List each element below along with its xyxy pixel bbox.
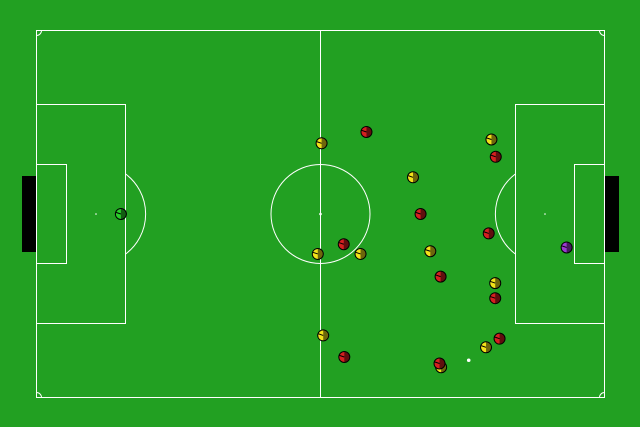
center-spot (319, 212, 322, 216)
player-yellow-5 (311, 247, 324, 260)
player-red-20 (338, 351, 351, 364)
player-facing-marker (439, 357, 446, 369)
player-direction-line (490, 296, 496, 299)
player-facing-marker (495, 277, 501, 289)
player-yellow-3 (407, 171, 420, 184)
player-direction-line (115, 211, 122, 215)
player-facing-marker (495, 292, 501, 304)
player-red-21 (433, 357, 446, 370)
player-facing-marker (317, 248, 324, 260)
player-direction-line (486, 137, 492, 140)
player-facing-marker (566, 241, 573, 253)
player-direction-line (361, 129, 367, 133)
player-facing-marker (420, 208, 427, 220)
left-penalty-arc (125, 173, 147, 255)
player-red-19 (493, 332, 506, 345)
left-penalty-spot (95, 213, 97, 215)
left-goal (22, 176, 36, 252)
player-direction-line (407, 175, 414, 178)
player-red-18 (489, 292, 502, 305)
player-facing-marker (488, 227, 495, 239)
player-facing-marker (495, 151, 502, 163)
player-facing-marker (344, 351, 350, 363)
corner-arc-top-right (599, 30, 605, 36)
player-facing-marker (491, 134, 497, 146)
player-facing-marker (321, 137, 328, 149)
player-yellow-10 (480, 341, 493, 354)
right-penalty-spot (544, 213, 546, 215)
player-left-goalie-1 (114, 208, 127, 220)
player-yellow-4 (485, 133, 498, 146)
player-direction-line (355, 251, 361, 255)
player-direction-line (316, 141, 322, 144)
corner-arc-bottom-left (36, 392, 42, 398)
player-direction-line (425, 249, 431, 252)
right-goal (605, 176, 619, 252)
player-direction-line (415, 211, 421, 215)
center-circle (270, 164, 371, 264)
player-direction-line (490, 154, 496, 158)
player-facing-marker (440, 271, 447, 283)
player-direction-line (312, 251, 318, 255)
ball-layer (466, 358, 471, 363)
player-red-15 (482, 227, 495, 240)
player-direction-line (483, 231, 489, 234)
player-direction-line (480, 345, 487, 348)
right-goal-area (574, 164, 605, 264)
player-red-16 (337, 238, 350, 251)
player-red-13 (489, 150, 502, 163)
player-direction-line (338, 242, 344, 245)
player-yellow-6 (354, 247, 367, 260)
player-yellow-8 (489, 277, 502, 290)
player-facing-marker (413, 171, 419, 183)
player-facing-marker (343, 238, 350, 250)
player-direction-line (434, 361, 440, 364)
player-right-goalie-22 (560, 241, 573, 254)
player-direction-line (494, 336, 500, 340)
players-layer (114, 125, 573, 374)
player-facing-marker (360, 248, 367, 260)
player-facing-marker (499, 333, 506, 345)
player-direction-line (561, 245, 567, 248)
corner-arc-top-left (36, 30, 42, 36)
player-direction-line (318, 333, 324, 336)
player-red-17 (434, 270, 447, 283)
player-yellow-7 (424, 245, 437, 258)
player-red-14 (414, 208, 427, 220)
right-penalty-arc (494, 173, 516, 255)
player-yellow-2 (315, 137, 328, 150)
player-direction-line (339, 354, 345, 358)
player-red-12 (360, 125, 373, 138)
corner-arc-bottom-right (599, 392, 605, 398)
ball (466, 358, 471, 363)
left-goal-area (36, 164, 67, 264)
player-direction-line (435, 274, 441, 278)
player-facing-marker (486, 341, 492, 353)
player-direction-line (490, 280, 496, 284)
player-facing-marker (366, 126, 372, 138)
player-facing-marker (430, 245, 436, 257)
player-facing-marker (323, 329, 329, 341)
player-yellow-9 (317, 329, 330, 342)
player-facing-marker (120, 208, 127, 220)
